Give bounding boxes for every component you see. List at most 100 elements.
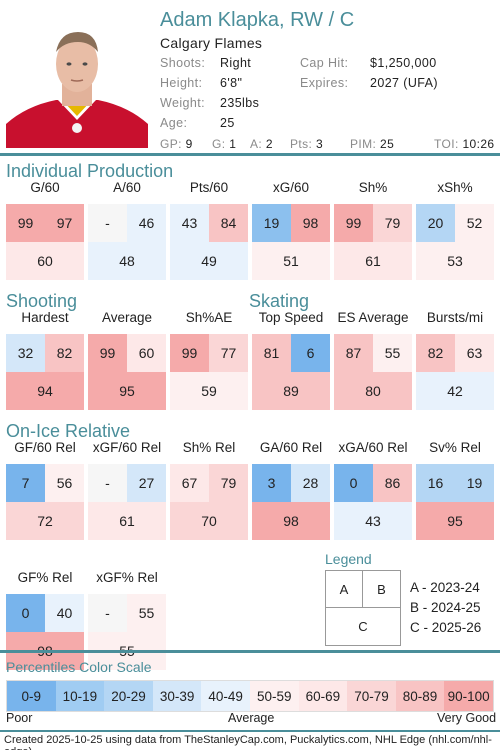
stat-card-label: Sh%: [358, 180, 388, 195]
scale-bin: 40-49: [201, 681, 250, 711]
scale-bin: 10-19: [55, 681, 105, 711]
pts-label: Pts:: [290, 137, 313, 151]
section-individual-production: Individual Production: [6, 161, 174, 181]
stat-value-2023-24: 43: [170, 204, 209, 242]
stat-value-2023-24: 99: [88, 334, 127, 372]
age-label: Age:: [160, 116, 188, 130]
caphit-field: Cap Hit:: [300, 56, 348, 70]
legend-a-desc: A - 2023-24: [410, 580, 480, 595]
stat-card-label: Sv% Rel: [429, 440, 481, 455]
stat-value-2024-25: 77: [209, 334, 248, 372]
stat-value-2025-26: 70: [170, 502, 248, 540]
stat-card-label: GF/60 Rel: [14, 440, 76, 455]
weight-field: Weight:: [160, 96, 205, 110]
footer-divider: [0, 730, 500, 732]
legend-cell-c: C: [358, 619, 368, 634]
shoots-label: Shoots:: [160, 56, 206, 70]
stat-value-2025-26: 95: [88, 372, 166, 410]
stat-value-2023-24: 32: [6, 334, 45, 372]
stat-value-2024-25: 46: [127, 204, 166, 242]
shoots-field: Shoots:: [160, 56, 205, 70]
stat-value-2023-24: 99: [6, 204, 45, 242]
stat-card-label: Sh%AE: [185, 310, 233, 325]
stat-value-2024-25: 28: [291, 464, 330, 502]
stat-value-2025-26: 61: [334, 242, 412, 280]
legend-c-desc: C - 2025-26: [410, 620, 482, 635]
scale-poor-label: Poor: [6, 711, 33, 725]
scale-title: Percentiles Color Scale: [6, 659, 152, 675]
stat-value-2023-24: 7: [6, 464, 45, 502]
toi-value: 10:26: [462, 137, 495, 151]
caphit-value: $1,250,000: [370, 56, 437, 70]
stat-value-2023-24: -: [88, 594, 127, 632]
stat-card-label: Hardest: [21, 310, 69, 325]
stat-value-2024-25: 40: [45, 594, 84, 632]
height-label: Height:: [160, 76, 203, 90]
legend-cell-b: B: [363, 571, 400, 608]
pts-value: 3: [316, 137, 324, 151]
stat-value-2023-24: 81: [252, 334, 291, 372]
stat-value-2023-24: 99: [170, 334, 209, 372]
a-value: 2: [265, 137, 273, 151]
stat-card-label: Pts/60: [189, 180, 229, 195]
stat-value-2024-25: 79: [209, 464, 248, 502]
g-label: G:: [212, 137, 226, 151]
stat-value-2023-24: 19: [252, 204, 291, 242]
stat-card-label: ES Average: [337, 310, 409, 325]
section-on-ice-relative: On-Ice Relative: [6, 421, 131, 441]
height-field: Height:: [160, 76, 202, 90]
section-shooting: Shooting: [6, 291, 78, 311]
stat-card-label: Top Speed: [258, 310, 324, 325]
stat-value-2025-26: 95: [416, 502, 494, 540]
g-value: 1: [229, 137, 237, 151]
scale-bin: 50-59: [249, 681, 299, 711]
stat-card-label: Average: [101, 310, 153, 325]
stat-value-2024-25: 55: [127, 594, 166, 632]
player-photo: [6, 28, 148, 148]
scale-bin: 30-39: [152, 681, 202, 711]
stat-value-2023-24: 0: [334, 464, 373, 502]
stat-value-2024-25: 82: [45, 334, 84, 372]
pim-label: PIM:: [350, 137, 377, 151]
stat-value-2024-25: 98: [291, 204, 330, 242]
section-skating: Skating: [249, 291, 310, 311]
percentile-color-scale: 0-9 10-19 20-29 30-39 40-49 50-59 60-69 70-79 80…: [6, 680, 494, 712]
scale-bin: 0-9: [7, 681, 56, 711]
caphit-label: Cap Hit:: [300, 56, 349, 70]
scale-average-label: Average: [228, 711, 275, 725]
player-name: Adam Klapka, RW / C: [160, 9, 355, 31]
stat-card-label: xGA/60 Rel: [338, 440, 408, 455]
stat-card-label: A/60: [113, 180, 141, 195]
scale-bin: 20-29: [104, 681, 153, 711]
stat-card-label: Sh% Rel: [182, 440, 236, 455]
team-name: Calgary Flames: [160, 35, 263, 51]
stat-value-2024-25: 86: [373, 464, 412, 502]
stat-value-2023-24: 16: [416, 464, 455, 502]
stat-value-2023-24: -: [88, 464, 127, 502]
stat-card-label: xG/60: [272, 180, 310, 195]
footer-credits: Created 2025-10-25 using data from TheSt…: [4, 734, 492, 750]
stat-value-2023-24: 99: [334, 204, 373, 242]
stat-value-2025-26: 94: [6, 372, 84, 410]
stat-value-2025-26: 42: [416, 372, 494, 410]
stat-card-label: xSh%: [437, 180, 473, 195]
stat-value-2025-26: 60: [6, 242, 84, 280]
expires-label: Expires:: [300, 76, 349, 90]
stat-value-2025-26: 89: [252, 372, 330, 410]
scale-bin: 80-89: [395, 681, 445, 711]
stat-value-2025-26: 51: [252, 242, 330, 280]
stat-value-2024-25: 60: [127, 334, 166, 372]
stat-value-2024-25: 27: [127, 464, 166, 502]
stat-value-2024-25: 6: [291, 334, 330, 372]
scale-bin: 90-100: [444, 681, 493, 711]
shoots-value: Right: [220, 56, 252, 70]
stat-value-2023-24: -: [88, 204, 127, 242]
pim-value: 25: [380, 137, 395, 151]
stat-value-2025-26: 72: [6, 502, 84, 540]
stat-value-2025-26: 48: [88, 242, 166, 280]
age-value: 25: [220, 116, 235, 130]
scale-bin: 70-79: [347, 681, 396, 711]
expires-value: 2027 (UFA): [370, 76, 438, 90]
legend-title: Legend: [325, 551, 372, 567]
stat-value-2025-26: 59: [170, 372, 248, 410]
